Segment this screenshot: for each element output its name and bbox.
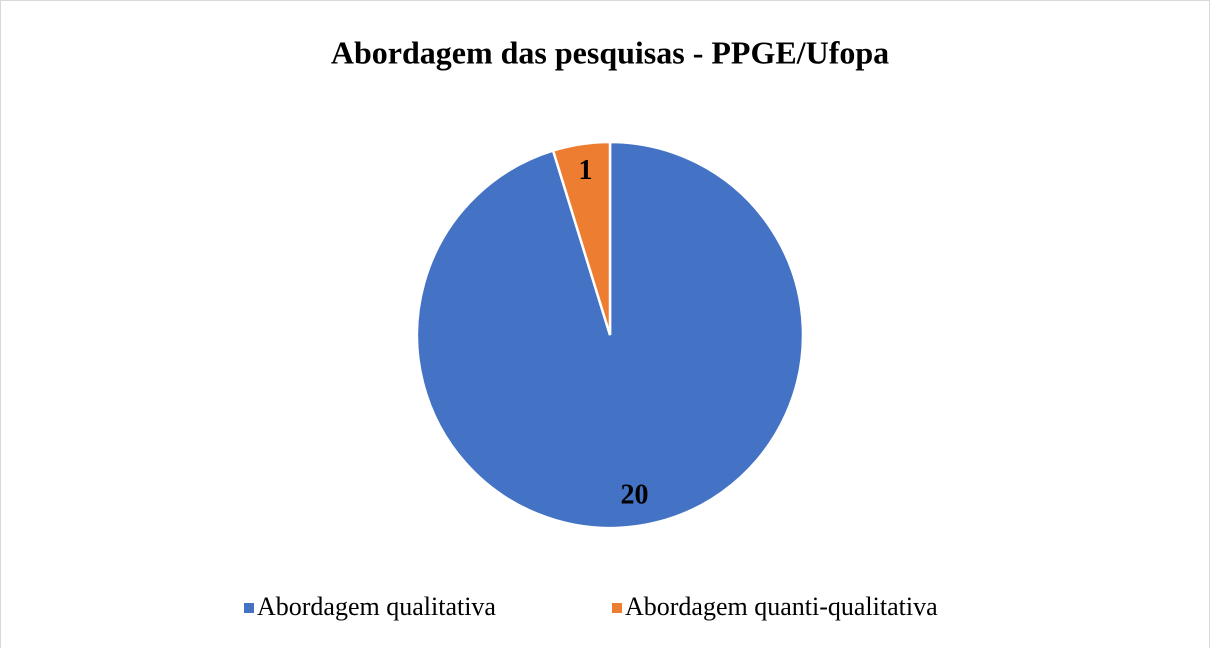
data-label: 1 (579, 155, 593, 186)
legend-label: Abordagem qualitativa (257, 592, 496, 621)
legend-swatch (244, 603, 254, 613)
pie-slice (551, 140, 612, 336)
legend-swatch (612, 603, 622, 613)
pie-slice (415, 140, 805, 530)
legend-label: Abordagem quanti-qualitativa (625, 592, 938, 621)
data-label: 20 (620, 480, 648, 511)
chart-title: Abordagem das pesquisas - PPGE/Ufopa (331, 34, 889, 70)
